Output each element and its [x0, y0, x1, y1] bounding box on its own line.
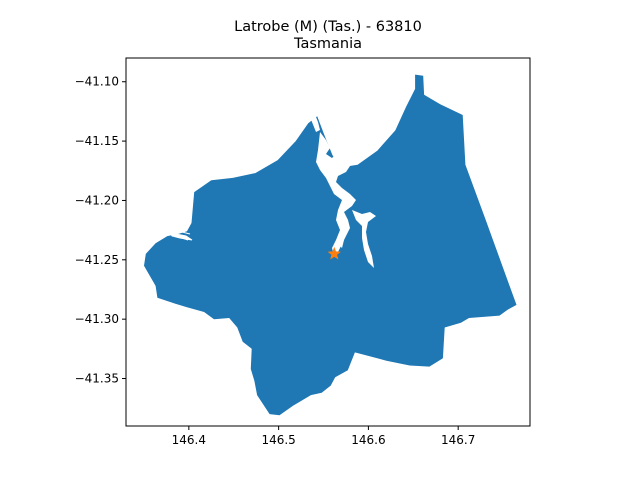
water-feature-1: [316, 132, 370, 256]
map-title-line2: Tasmania: [293, 36, 362, 52]
y-tick-label: −41.25: [75, 253, 119, 267]
star-icon: [327, 246, 341, 260]
water-feature-3: [308, 104, 320, 132]
y-tick-label: −41.15: [75, 134, 119, 148]
map-title-line1: Latrobe (M) (Tas.) - 63810: [234, 19, 422, 35]
y-tick-label: −41.20: [75, 193, 119, 207]
region-layer: [144, 74, 517, 416]
x-tick-label: 146.4: [172, 433, 206, 447]
axes-box: [125, 57, 531, 427]
water-feature-4: [338, 232, 344, 248]
inlet-feature-1: [165, 225, 193, 241]
marker-layer: [327, 246, 341, 260]
inlet-feature-3: [175, 235, 189, 241]
y-axis-ticks: −41.10 −41.15 −41.20 −41.25 −41.30 −41.35: [75, 75, 126, 386]
axes-frame: [125, 57, 531, 427]
water-feature-2: [352, 210, 376, 268]
region-polygon: [144, 74, 517, 416]
y-tick-label: −41.30: [75, 312, 119, 326]
x-tick-label: 146.6: [351, 433, 385, 447]
y-tick-label: −41.35: [75, 372, 119, 386]
x-tick-label: 146.5: [261, 433, 295, 447]
x-tick-label: 146.7: [441, 433, 475, 447]
inlet-feature-2: [171, 229, 191, 235]
x-axis-ticks: 146.4 146.5 146.6 146.7: [172, 426, 475, 447]
y-tick-label: −41.10: [75, 75, 119, 89]
water-features-layer: [165, 104, 376, 268]
